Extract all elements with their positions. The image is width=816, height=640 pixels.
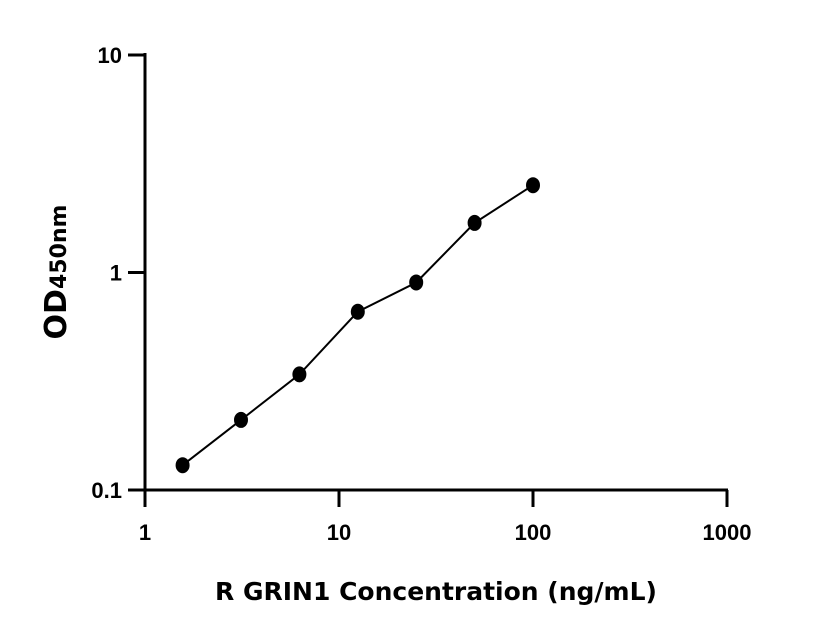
- x-tick-label: 1: [139, 520, 151, 545]
- y-tick-label: 10: [98, 43, 122, 68]
- data-point: [467, 214, 482, 231]
- y-axis-label: OD450nm: [39, 205, 74, 340]
- data-point: [292, 366, 307, 383]
- y-tick-label: 1: [110, 261, 122, 286]
- y-axis-label-sub: 450nm: [47, 205, 72, 290]
- data-point: [409, 274, 424, 291]
- data-point: [350, 303, 365, 320]
- y-tick-label: 0.1: [91, 478, 122, 503]
- x-tick-label: 10: [327, 520, 351, 545]
- x-tick-label: 1000: [703, 520, 752, 545]
- x-tick-label: 100: [515, 520, 552, 545]
- x-axis-label: R GRIN1 Concentration (ng/mL): [215, 577, 657, 606]
- data-point: [234, 411, 249, 428]
- data-point: [175, 457, 190, 474]
- y-axis-label-main: OD: [39, 289, 74, 339]
- data-point: [526, 177, 540, 194]
